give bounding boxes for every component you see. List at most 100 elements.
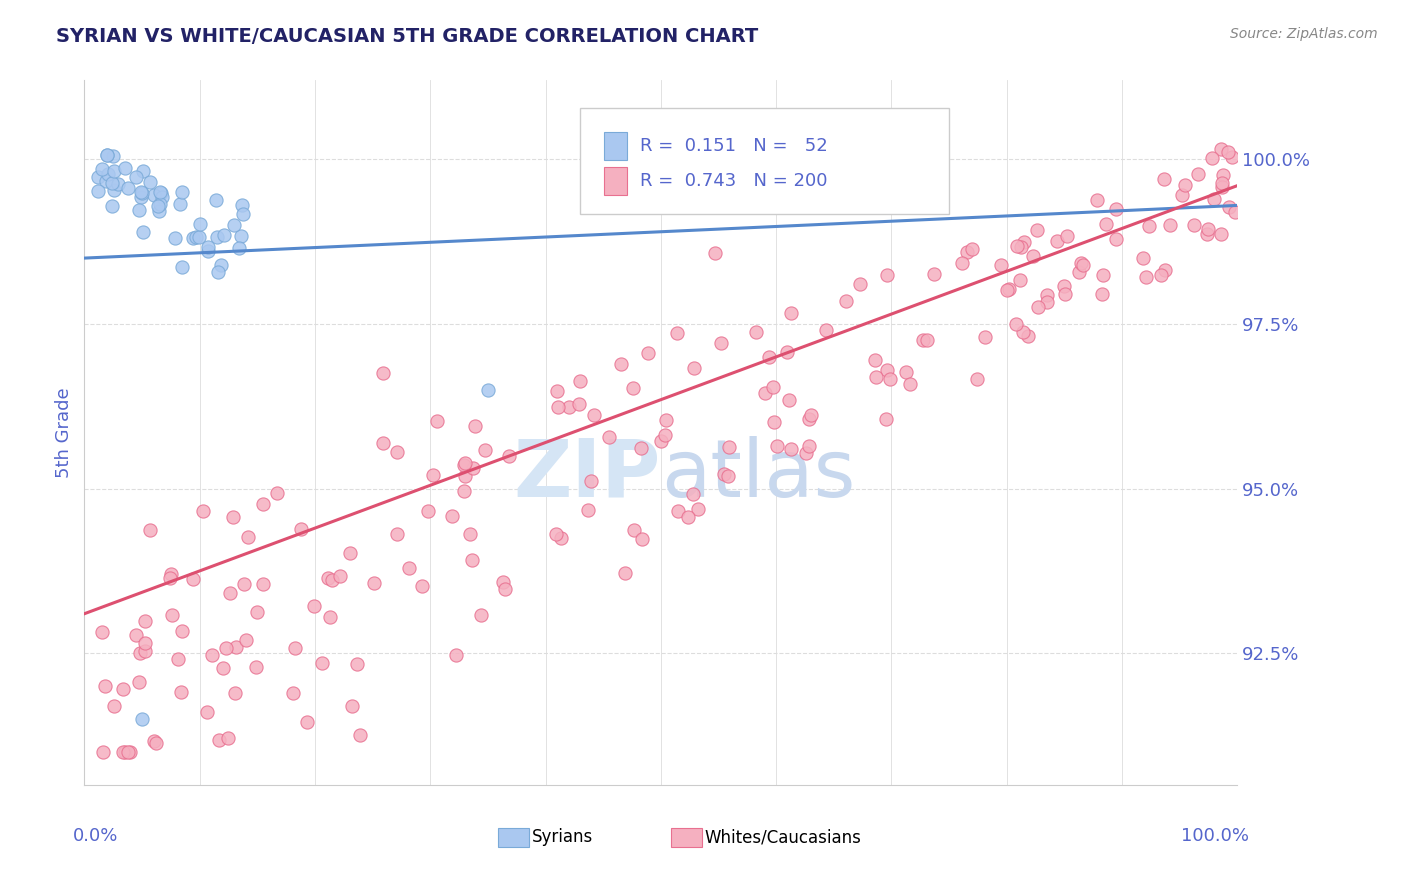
Point	[576, 503, 599, 517]
Point	[1220, 151, 1243, 165]
Point	[547, 401, 569, 415]
Point	[1036, 294, 1059, 309]
Point	[222, 510, 245, 524]
Point	[1071, 258, 1094, 272]
Point	[252, 576, 274, 591]
Point	[191, 504, 214, 518]
Point	[463, 461, 485, 475]
Point	[683, 360, 706, 375]
Point	[204, 194, 226, 208]
Point	[111, 745, 134, 759]
Point	[233, 577, 256, 591]
Point	[181, 231, 204, 245]
Point	[1211, 179, 1233, 194]
Point	[744, 325, 766, 339]
Point	[610, 357, 633, 371]
Text: SYRIAN VS WHITE/CAUCASIAN 5TH GRADE CORRELATION CHART: SYRIAN VS WHITE/CAUCASIAN 5TH GRADE CORR…	[56, 27, 758, 45]
Point	[329, 568, 352, 582]
Text: R =  0.151   N =   52: R = 0.151 N = 52	[640, 136, 828, 155]
Point	[129, 186, 152, 200]
Point	[710, 335, 733, 350]
Point	[1005, 317, 1028, 331]
Point	[494, 582, 516, 597]
Point	[1209, 227, 1232, 242]
Point	[143, 734, 166, 748]
Point	[637, 345, 659, 359]
Point	[713, 467, 735, 482]
Point	[246, 605, 269, 619]
Point	[201, 648, 224, 662]
Point	[879, 372, 901, 386]
Point	[311, 656, 333, 670]
Point	[232, 207, 254, 221]
Point	[703, 246, 725, 260]
Point	[131, 712, 153, 726]
Point	[170, 624, 193, 638]
Point	[169, 197, 191, 211]
Point	[235, 633, 257, 648]
Point	[231, 198, 253, 212]
Point	[131, 186, 153, 201]
Point	[162, 608, 184, 623]
Point	[630, 441, 652, 455]
Point	[650, 434, 672, 448]
Point	[582, 408, 605, 422]
Point	[550, 531, 572, 545]
Point	[453, 458, 475, 472]
Point	[145, 735, 167, 749]
Point	[139, 175, 162, 189]
Point	[1022, 249, 1045, 263]
Point	[100, 176, 122, 190]
Point	[1053, 287, 1076, 301]
Point	[114, 161, 136, 175]
Point	[1092, 268, 1115, 282]
Point	[139, 523, 162, 537]
Point	[1056, 228, 1078, 243]
Point	[211, 259, 233, 273]
Point	[1197, 221, 1219, 235]
Point	[416, 503, 439, 517]
Point	[183, 572, 205, 586]
Point	[1085, 193, 1108, 207]
Point	[295, 715, 318, 730]
Point	[134, 644, 156, 658]
Point	[93, 679, 115, 693]
Point	[623, 523, 645, 537]
Point	[229, 229, 252, 244]
Point	[973, 330, 995, 344]
Text: 0.0%: 0.0%	[73, 827, 118, 846]
Point	[1132, 252, 1154, 266]
Point	[998, 282, 1021, 296]
Point	[1187, 168, 1209, 182]
Point	[754, 386, 776, 401]
Point	[598, 430, 620, 444]
Text: Syrians: Syrians	[531, 828, 593, 847]
Point	[159, 566, 181, 581]
Point	[875, 412, 897, 426]
Point	[762, 379, 785, 393]
Point	[284, 640, 307, 655]
Point	[666, 326, 689, 341]
Point	[422, 468, 444, 483]
Point	[922, 267, 945, 281]
Point	[1201, 152, 1223, 166]
Point	[966, 371, 988, 385]
Point	[1218, 145, 1240, 160]
Y-axis label: 5th Grade: 5th Grade	[55, 387, 73, 478]
Point	[441, 509, 464, 524]
Point	[1005, 239, 1028, 253]
FancyBboxPatch shape	[498, 828, 530, 847]
Point	[188, 217, 211, 231]
Point	[128, 675, 150, 690]
Point	[1153, 262, 1175, 277]
Point	[342, 699, 364, 714]
Point	[454, 456, 477, 470]
Point	[1211, 176, 1233, 190]
Point	[763, 415, 786, 429]
Point	[103, 698, 125, 713]
Point	[1150, 268, 1173, 282]
Point	[134, 614, 156, 628]
Point	[290, 522, 312, 536]
Point	[956, 244, 979, 259]
Point	[1036, 288, 1059, 302]
